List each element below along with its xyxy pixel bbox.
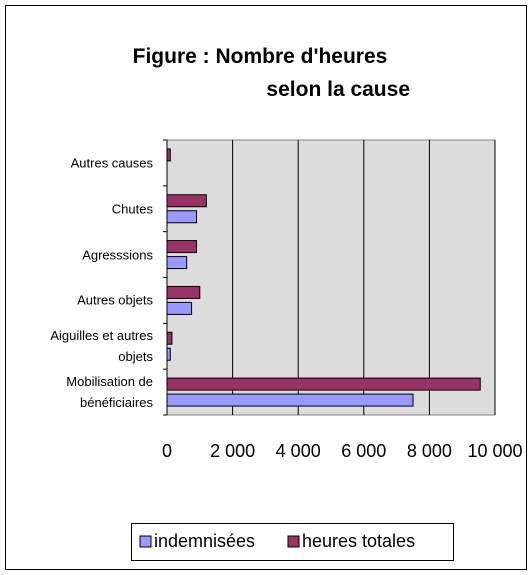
bar	[166, 393, 414, 407]
y-tick-label: Autres causes	[70, 155, 153, 171]
plot-area	[166, 139, 496, 416]
legend-swatch	[139, 535, 152, 548]
y-tick-label: Aiguilles et autres objets	[50, 328, 153, 365]
y-tick-label: Autres objets	[77, 292, 153, 308]
bar	[166, 210, 198, 224]
bar	[166, 194, 207, 208]
bar	[166, 301, 193, 315]
x-tick-label: 10 000	[467, 441, 522, 461]
legend-swatch	[287, 535, 300, 548]
y-tick-label: Agresssions	[82, 247, 153, 263]
legend-label: indemnisées	[154, 531, 255, 551]
x-tick-label: 0	[162, 441, 172, 461]
bar	[166, 285, 201, 299]
bar	[166, 256, 188, 270]
bar	[166, 331, 173, 345]
y-tick-label: Chutes	[111, 201, 153, 217]
x-tick-label: 4 000	[276, 441, 321, 461]
legend-label: heures totales	[302, 531, 415, 551]
bar	[166, 347, 171, 361]
x-tick-label: 2 000	[210, 441, 255, 461]
chart-title: Figure : Nombre d'heures selon la cause	[132, 45, 410, 101]
bar	[166, 377, 481, 391]
bar	[166, 148, 171, 162]
x-tick-label: 6 000	[341, 441, 386, 461]
x-tick-label: 8 000	[407, 441, 452, 461]
y-tick-label: Mobilisation de bénéficiaires	[66, 374, 153, 411]
bar	[166, 240, 198, 254]
